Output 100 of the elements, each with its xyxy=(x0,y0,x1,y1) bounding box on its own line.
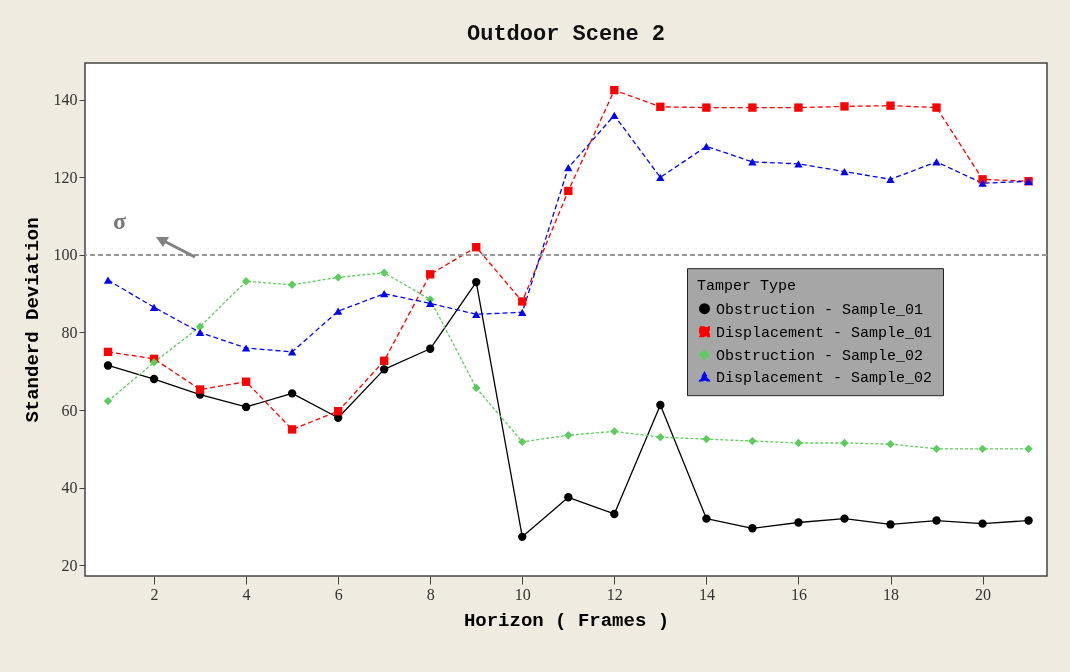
point xyxy=(748,524,757,533)
point xyxy=(103,361,113,370)
point xyxy=(794,438,803,448)
point xyxy=(287,348,297,356)
legend-label: Obstruction - Sample_01 xyxy=(716,301,924,319)
chart-title: Outdoor Scene 2 xyxy=(466,22,666,47)
y-tick-label: 20 xyxy=(61,556,78,574)
point xyxy=(103,347,113,357)
point xyxy=(518,532,527,542)
point xyxy=(241,344,251,352)
point xyxy=(333,307,343,315)
y-tick-label: 100 xyxy=(53,246,78,264)
x-tick-label: 4 xyxy=(242,585,251,603)
point xyxy=(380,356,389,365)
point xyxy=(794,103,803,112)
legend-label: Displacement - Sample_02 xyxy=(716,369,933,387)
point xyxy=(702,142,711,150)
point xyxy=(333,273,343,282)
point xyxy=(840,514,849,523)
point xyxy=(748,436,757,446)
legend-label: Displacement - Sample_01 xyxy=(716,324,933,342)
point xyxy=(380,365,389,374)
point xyxy=(287,425,297,434)
point xyxy=(702,514,711,523)
point xyxy=(610,111,619,119)
point xyxy=(518,297,527,306)
y-tick-label: 140 xyxy=(53,91,78,109)
point xyxy=(702,103,711,112)
point xyxy=(518,437,527,447)
point xyxy=(472,310,481,318)
point xyxy=(748,158,757,166)
point xyxy=(932,103,941,112)
point xyxy=(610,427,619,436)
point xyxy=(610,85,619,95)
point xyxy=(564,186,573,196)
point xyxy=(149,374,159,384)
point xyxy=(472,383,481,393)
legend-label: Obstruction - Sample_02 xyxy=(716,347,924,365)
x-tick-label: 14 xyxy=(698,585,715,603)
point xyxy=(241,377,251,386)
point xyxy=(932,158,941,166)
point xyxy=(472,277,481,287)
point xyxy=(702,434,711,444)
ref-line-label: σ xyxy=(113,207,127,234)
point xyxy=(564,493,573,502)
x-tick-label: 12 xyxy=(606,585,623,603)
point xyxy=(794,518,803,527)
point xyxy=(518,308,527,316)
point xyxy=(103,276,113,284)
y-axis-title: Standerd Deviation xyxy=(21,217,44,423)
point xyxy=(149,358,159,367)
point xyxy=(195,385,205,394)
point xyxy=(656,102,665,111)
point xyxy=(978,179,987,187)
point xyxy=(195,322,205,331)
point xyxy=(932,444,941,453)
point xyxy=(840,167,849,176)
point xyxy=(1024,516,1033,525)
point xyxy=(886,101,895,110)
point xyxy=(380,290,389,298)
point xyxy=(472,243,481,252)
point xyxy=(978,519,987,528)
point xyxy=(656,433,665,442)
point xyxy=(840,438,849,448)
point xyxy=(380,268,389,277)
point xyxy=(886,520,895,529)
point xyxy=(748,103,757,112)
x-tick-label: 2 xyxy=(150,585,159,603)
point xyxy=(656,173,665,182)
point xyxy=(241,277,251,286)
point xyxy=(840,102,849,111)
point xyxy=(610,509,619,519)
x-tick-label: 8 xyxy=(426,585,435,603)
point xyxy=(564,164,573,172)
point xyxy=(656,400,665,410)
point xyxy=(564,431,573,440)
point xyxy=(195,328,205,337)
point xyxy=(886,439,895,449)
point xyxy=(287,280,297,289)
x-tick-label: 18 xyxy=(883,585,899,603)
point xyxy=(426,270,435,279)
point xyxy=(426,299,435,308)
y-tick-label: 80 xyxy=(61,323,78,341)
point xyxy=(978,444,987,453)
y-tick-label: 120 xyxy=(53,168,78,186)
point xyxy=(287,389,297,398)
point xyxy=(886,175,895,183)
point xyxy=(103,396,113,406)
point xyxy=(149,303,159,311)
point xyxy=(241,402,251,412)
x-tick-label: 16 xyxy=(790,585,807,603)
x-tick-label: 10 xyxy=(514,585,531,603)
y-tick-label: 40 xyxy=(61,479,78,497)
y-tick-label: 60 xyxy=(61,401,78,419)
point xyxy=(426,344,435,353)
point xyxy=(333,407,343,416)
point xyxy=(932,516,941,525)
point xyxy=(1024,444,1033,453)
x-axis-title: Horizon ( Frames ) xyxy=(463,609,670,632)
legend-title: Tamper Type xyxy=(697,278,797,296)
